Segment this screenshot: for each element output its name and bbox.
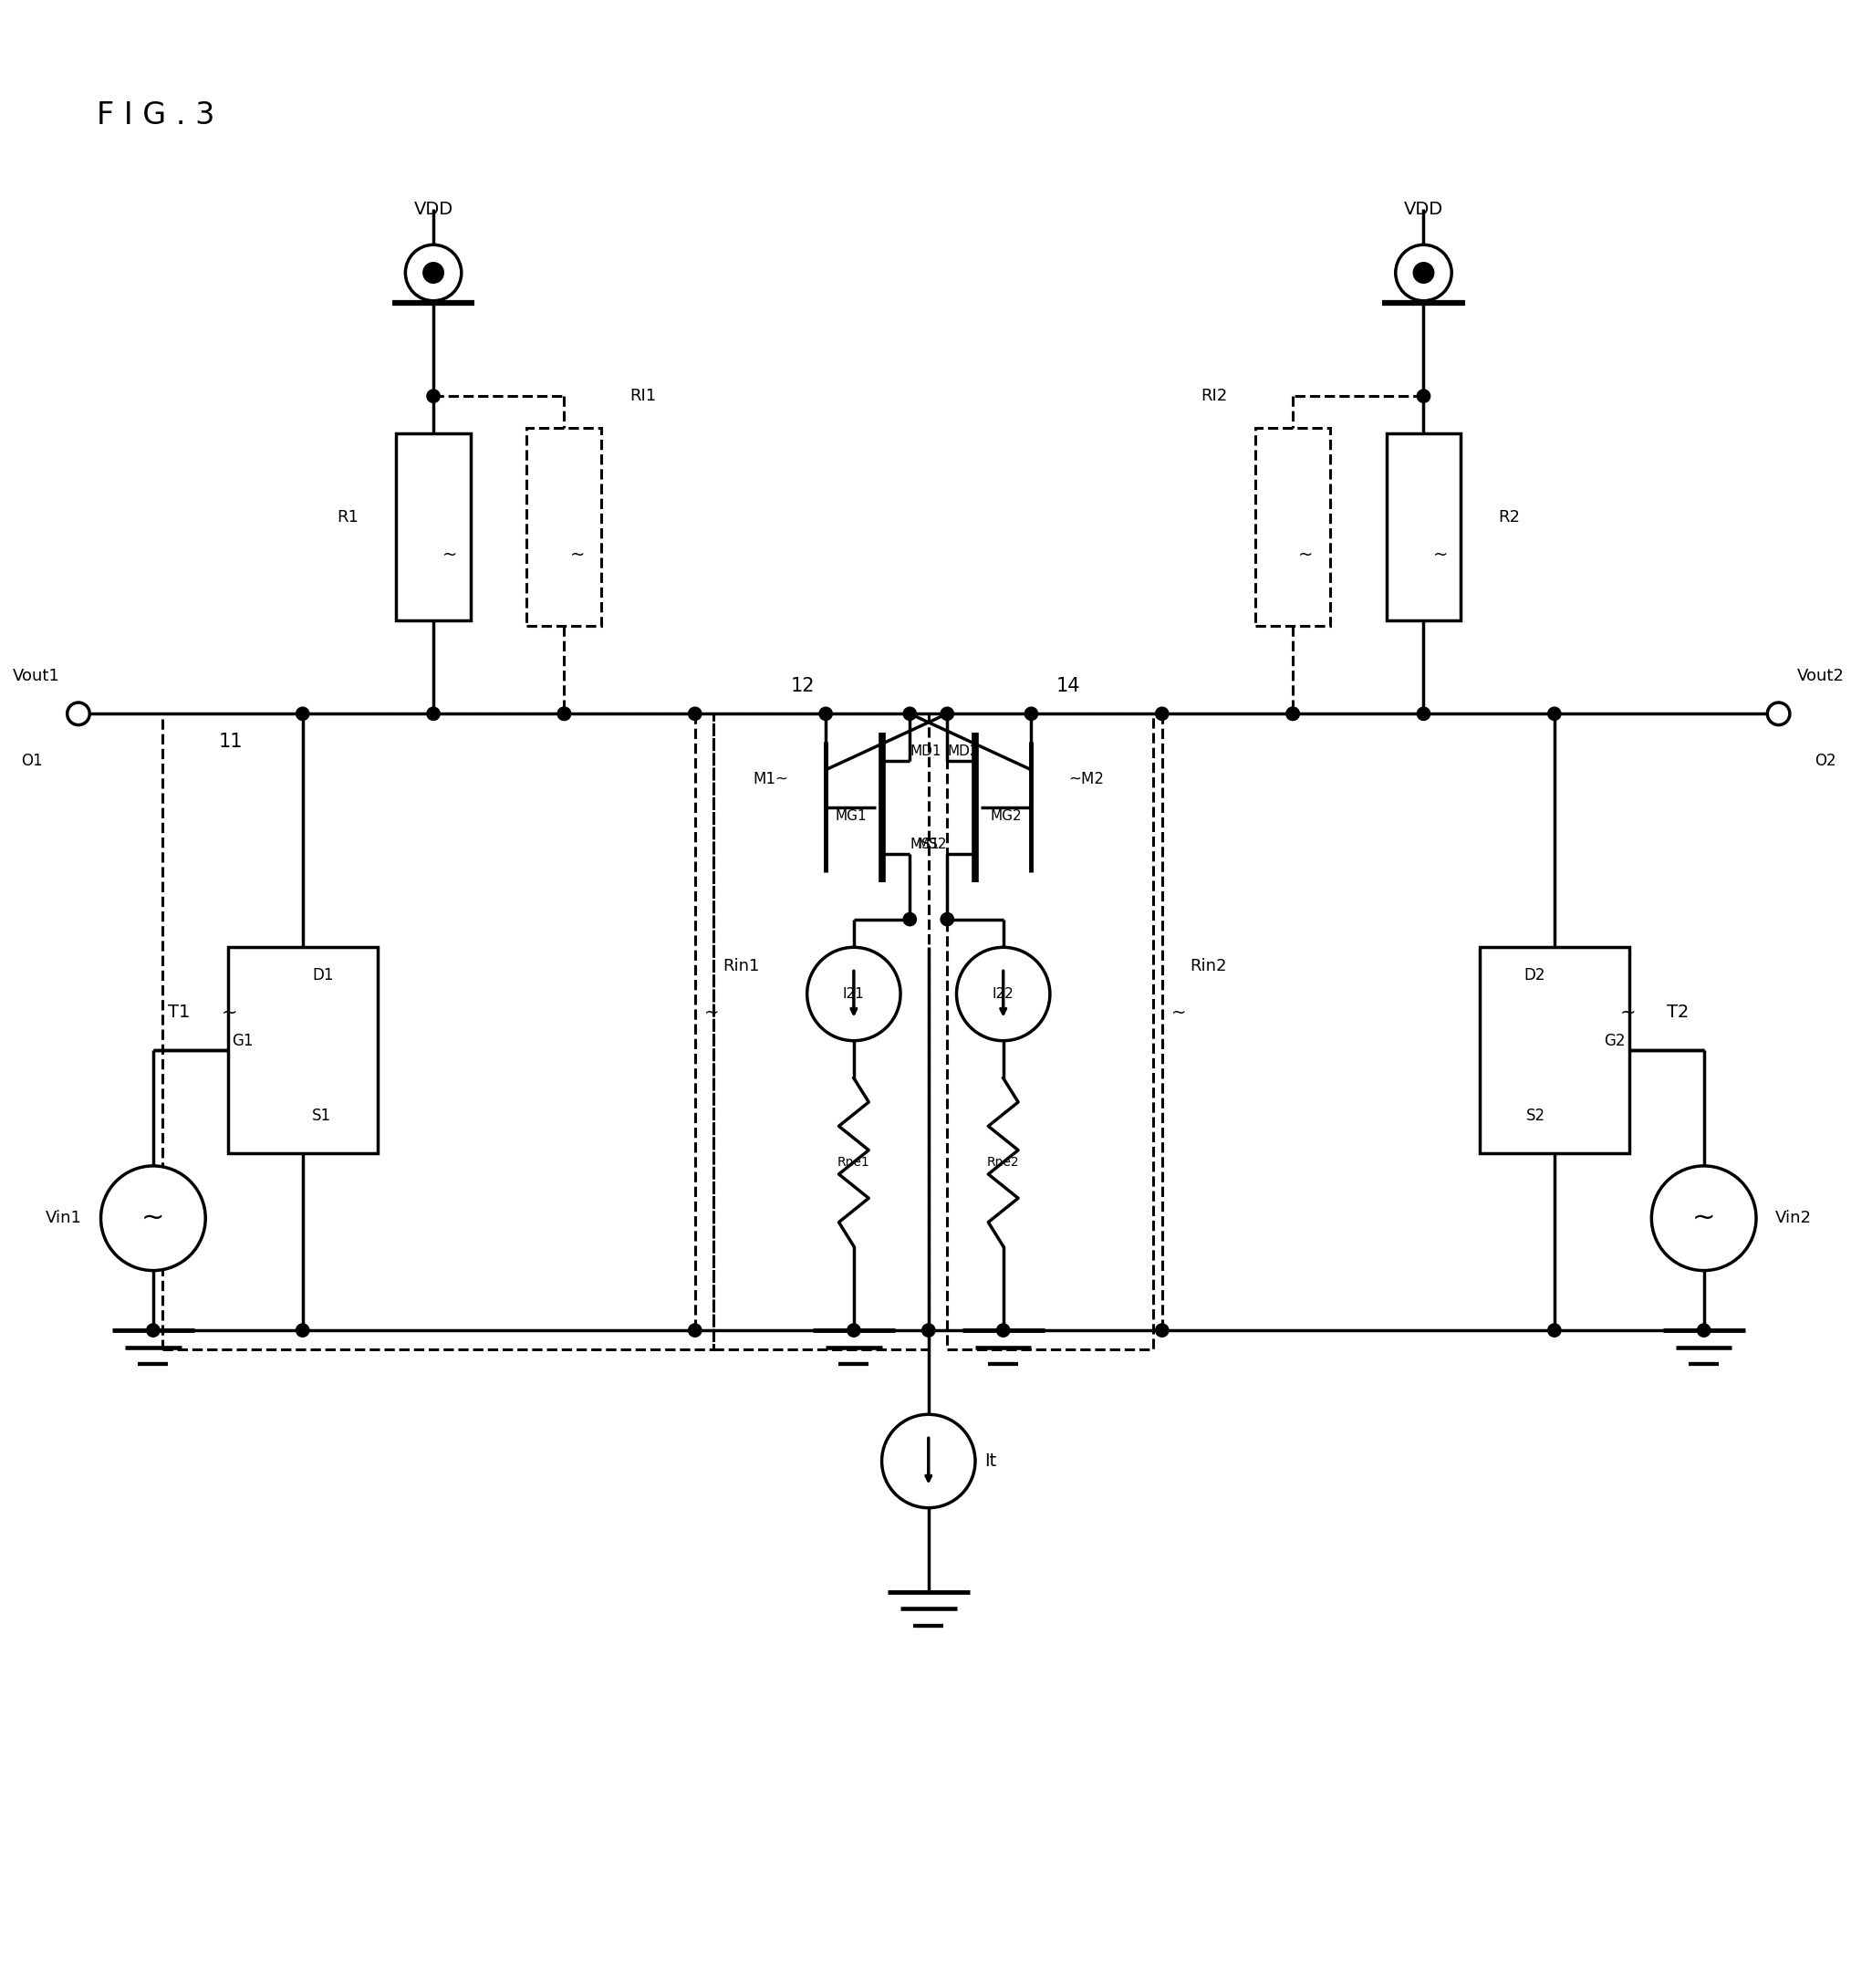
Text: G2: G2 [1604,1032,1625,1050]
Text: ~: ~ [1299,547,1314,563]
Text: ~M2: ~M2 [1069,771,1104,787]
Text: MG1: MG1 [835,809,867,823]
Text: 11: 11 [219,732,243,751]
Text: T1: T1 [168,1004,191,1022]
Text: ~: ~ [444,547,457,563]
Circle shape [1155,1324,1168,1336]
Bar [1479,948,1629,1153]
Circle shape [807,948,900,1040]
Circle shape [296,1324,309,1336]
Bar [947,714,1153,1350]
Text: ~: ~ [704,1004,719,1022]
Text: T2: T2 [1666,1004,1689,1022]
Circle shape [558,708,571,720]
Circle shape [423,262,444,282]
Text: ~: ~ [1172,1004,1187,1022]
Circle shape [996,1324,1009,1336]
Circle shape [1548,1324,1561,1336]
Bar [526,427,601,626]
Text: ~: ~ [142,1205,165,1231]
Circle shape [558,708,571,720]
Circle shape [67,702,90,726]
Circle shape [1397,245,1451,300]
Bar [1387,433,1460,620]
Circle shape [848,1324,861,1336]
Text: S2: S2 [1526,1107,1544,1123]
Text: G1: G1 [232,1032,253,1050]
Text: ~: ~ [569,547,584,563]
Text: ~: ~ [221,1004,238,1022]
Text: VDD: VDD [1404,201,1443,219]
Circle shape [406,245,461,300]
Circle shape [923,1324,934,1336]
Circle shape [1024,708,1037,720]
Circle shape [882,1413,975,1507]
Text: RI1: RI1 [629,388,657,404]
Text: It: It [985,1453,996,1469]
Circle shape [1417,390,1430,404]
Circle shape [1286,708,1299,720]
Text: MS1: MS1 [910,837,940,851]
Circle shape [940,708,953,720]
Circle shape [820,708,833,720]
Circle shape [1698,1324,1711,1336]
Text: MD2: MD2 [947,744,979,757]
Bar [163,714,713,1350]
Circle shape [1413,262,1434,282]
Text: ~: ~ [1432,547,1447,563]
Text: D1: D1 [313,966,333,984]
Text: ~: ~ [1692,1205,1715,1231]
Text: M1~: M1~ [753,771,788,787]
Text: O1: O1 [21,751,43,769]
Text: Rne2: Rne2 [987,1155,1020,1169]
Circle shape [1155,708,1168,720]
Circle shape [1548,708,1561,720]
Text: Vin2: Vin2 [1775,1211,1812,1227]
Circle shape [1417,708,1430,720]
Circle shape [101,1165,206,1270]
Circle shape [1651,1165,1756,1270]
Text: R2: R2 [1498,509,1520,525]
Circle shape [296,708,309,720]
Circle shape [689,708,702,720]
Text: 12: 12 [790,676,814,696]
Circle shape [427,708,440,720]
Circle shape [957,948,1050,1040]
Bar [1256,427,1331,626]
Text: VDD: VDD [414,201,453,219]
Circle shape [1767,702,1790,726]
Text: Rne1: Rne1 [837,1155,870,1169]
Text: Vout1: Vout1 [13,668,60,684]
Text: Rin2: Rin2 [1191,958,1226,974]
Text: D2: D2 [1524,966,1544,984]
Text: F I G . 3: F I G . 3 [97,101,215,131]
Text: MG2: MG2 [990,809,1022,823]
Bar [228,948,378,1153]
Bar [397,433,470,620]
Text: MS2: MS2 [917,837,947,851]
Text: O2: O2 [1814,751,1836,769]
Text: I22: I22 [992,988,1015,1000]
Text: RI2: RI2 [1200,388,1228,404]
Circle shape [689,1324,702,1336]
Text: MD1: MD1 [910,744,942,757]
Text: S1: S1 [313,1107,331,1123]
Circle shape [1286,708,1299,720]
Text: I21: I21 [842,988,865,1000]
Text: Vout2: Vout2 [1797,668,1844,684]
Text: ~: ~ [1619,1004,1636,1022]
Text: R1: R1 [337,509,359,525]
Circle shape [904,708,917,720]
Text: 14: 14 [1056,676,1080,696]
Text: Vin1: Vin1 [45,1211,82,1227]
Circle shape [146,1324,159,1336]
Bar [713,714,929,1350]
Circle shape [904,912,917,926]
Circle shape [427,390,440,404]
Circle shape [940,912,953,926]
Text: Rin1: Rin1 [723,958,760,974]
